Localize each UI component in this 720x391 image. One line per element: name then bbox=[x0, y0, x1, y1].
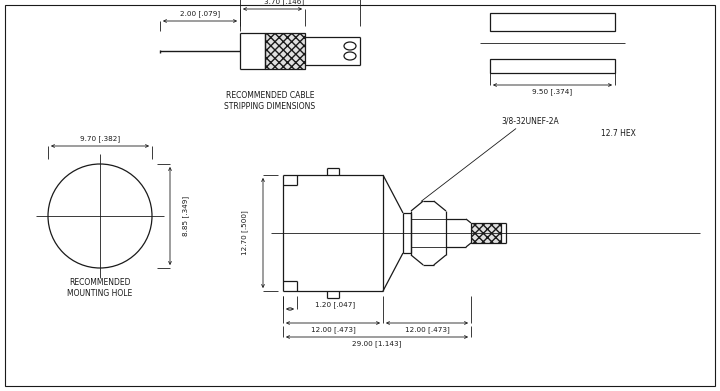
Bar bbox=[490, 59, 615, 73]
Bar bbox=[490, 13, 615, 31]
Text: 3/8-32UNEF-2A: 3/8-32UNEF-2A bbox=[501, 117, 559, 126]
Text: 29.00 [1.143]: 29.00 [1.143] bbox=[352, 341, 402, 347]
Text: 1.20 [.047]: 1.20 [.047] bbox=[315, 301, 355, 308]
Text: 8.85 [.349]: 8.85 [.349] bbox=[183, 196, 189, 236]
Text: 9.50 [.374]: 9.50 [.374] bbox=[532, 89, 572, 95]
Text: 9.70 [.382]: 9.70 [.382] bbox=[80, 136, 120, 142]
Text: 2.00 [.079]: 2.00 [.079] bbox=[180, 11, 220, 17]
Text: RECOMMENDED
MOUNTING HOLE: RECOMMENDED MOUNTING HOLE bbox=[68, 278, 132, 298]
Text: RECOMMENDED CABLE
STRIPPING DIMENSIONS: RECOMMENDED CABLE STRIPPING DIMENSIONS bbox=[225, 91, 315, 111]
Bar bbox=[265, 33, 305, 69]
Text: 12.00 [.473]: 12.00 [.473] bbox=[310, 326, 356, 334]
Bar bbox=[471, 223, 501, 243]
Text: 12.7 HEX: 12.7 HEX bbox=[600, 129, 636, 138]
Text: 12.70 [.500]: 12.70 [.500] bbox=[242, 211, 248, 255]
Text: 12.00 [.473]: 12.00 [.473] bbox=[405, 326, 449, 334]
Text: 3.70 [.146]: 3.70 [.146] bbox=[264, 0, 305, 5]
